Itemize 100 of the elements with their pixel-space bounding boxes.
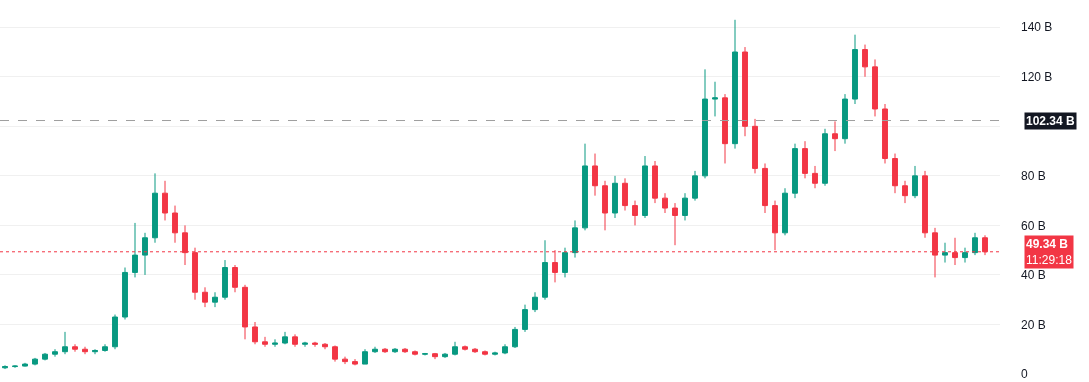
candlestick — [172, 205, 178, 244]
candlestick — [22, 362, 28, 368]
candlestick — [222, 259, 228, 301]
candlestick — [912, 165, 918, 199]
candlestick — [462, 345, 468, 351]
candlestick — [472, 347, 478, 354]
candlestick — [2, 364, 8, 370]
candlestick — [672, 202, 678, 246]
candlestick — [452, 341, 458, 356]
candlestick — [122, 267, 128, 321]
ref-line-label: 49.34 B — [1026, 237, 1069, 251]
candlestick — [572, 219, 578, 259]
candlestick — [292, 333, 298, 348]
candlestick — [482, 349, 488, 356]
candlestick — [42, 352, 48, 361]
candlestick — [582, 143, 588, 231]
candlestick — [652, 160, 658, 204]
candlestick — [412, 349, 418, 356]
candlestick — [132, 222, 138, 278]
candlestick — [862, 44, 868, 78]
candlestick — [102, 343, 108, 353]
candlestick — [792, 143, 798, 199]
candlestick — [282, 331, 288, 345]
candlestick — [602, 180, 608, 231]
candlestick — [422, 352, 428, 356]
candlestick — [82, 346, 88, 355]
candlestick — [632, 200, 638, 226]
y-tick-label: 0 — [1021, 367, 1028, 382]
candlestick — [762, 162, 768, 214]
candlestick — [722, 93, 728, 164]
candlestick — [252, 321, 258, 345]
y-tick-label: 60 B — [1021, 218, 1046, 233]
candlestick — [732, 19, 738, 150]
candlestick — [682, 192, 688, 221]
candlestick — [712, 81, 718, 117]
candlestick — [382, 347, 388, 354]
candlestick — [262, 336, 268, 348]
candlestick — [322, 342, 328, 350]
candlestick — [32, 357, 38, 366]
candlestick — [782, 187, 788, 236]
candlestick — [442, 352, 448, 359]
candlestick — [662, 192, 668, 214]
candlestick — [432, 352, 438, 360]
candlestick — [872, 58, 878, 117]
candlestick — [642, 155, 648, 219]
candlestick — [152, 172, 158, 244]
candlestick — [612, 175, 618, 219]
candlestick — [522, 304, 528, 333]
candlestick — [562, 247, 568, 278]
candlestick — [62, 331, 68, 355]
candlestick — [392, 347, 398, 354]
y-tick-label: 120 B — [1021, 69, 1053, 84]
candlestick — [882, 103, 888, 164]
candlestick — [162, 180, 168, 221]
y-tick-label: 40 B — [1021, 268, 1046, 283]
candlestick — [702, 68, 708, 179]
candlestick — [272, 338, 278, 348]
candlestick — [622, 177, 628, 212]
candlestick — [892, 153, 898, 194]
candlestick — [332, 345, 338, 363]
candlestick — [902, 180, 908, 204]
y-tick-label: 20 B — [1021, 317, 1046, 332]
ref-line-label: 102.34 B — [1026, 114, 1076, 128]
candlestick — [112, 314, 118, 350]
candlestick — [922, 170, 928, 239]
candlestick — [492, 351, 498, 356]
candlestick — [972, 232, 978, 256]
candlestick — [52, 348, 58, 358]
candlestick — [242, 284, 248, 340]
y-tick-label: 140 B — [1021, 20, 1053, 35]
candlestick — [852, 34, 858, 105]
candlestick — [832, 120, 838, 152]
candlestick — [142, 232, 148, 276]
candlestick — [72, 343, 78, 353]
candlestick — [12, 364, 18, 369]
candlestick — [802, 140, 808, 179]
candlestick — [362, 348, 368, 365]
candlestick — [372, 346, 378, 354]
candlestick — [202, 286, 208, 308]
candlestick — [342, 356, 348, 365]
candlestick — [92, 348, 98, 355]
candlestick — [212, 291, 218, 308]
text: 11:29:18 — [1026, 252, 1073, 267]
candlestick — [352, 358, 358, 366]
candlestick — [592, 153, 598, 197]
candlestick — [512, 326, 518, 349]
candlestick — [532, 291, 538, 313]
candlestick — [842, 93, 848, 145]
candlestick — [312, 341, 318, 348]
y-tick-label: 80 B — [1021, 169, 1046, 184]
candlestick — [302, 341, 308, 348]
candlestick — [742, 46, 748, 137]
candlestick — [542, 239, 548, 301]
candlestick — [402, 347, 408, 354]
candlestick — [502, 343, 508, 355]
candlestick — [822, 128, 828, 187]
candlestick — [232, 264, 238, 293]
candlestick — [962, 247, 968, 264]
candlestick — [942, 242, 948, 264]
candlestick — [692, 170, 698, 202]
